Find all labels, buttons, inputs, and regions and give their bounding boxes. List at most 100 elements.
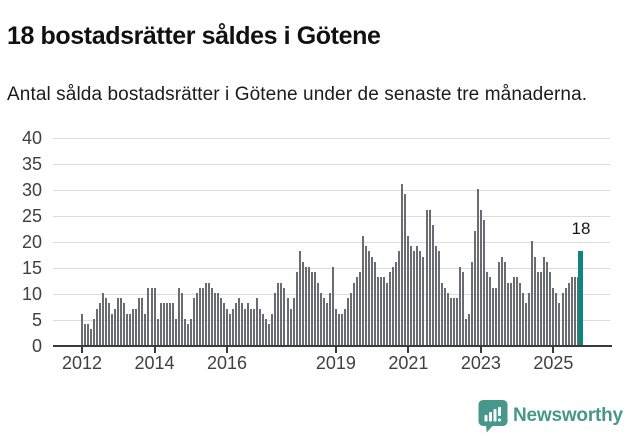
bar xyxy=(295,272,298,345)
bar xyxy=(256,298,259,345)
bar xyxy=(123,303,126,345)
bar xyxy=(349,293,352,345)
bar xyxy=(274,293,277,345)
bar xyxy=(464,319,467,345)
bar xyxy=(325,303,328,345)
bar xyxy=(516,277,519,345)
bar xyxy=(491,288,494,345)
bar xyxy=(374,262,377,345)
bar xyxy=(265,319,268,345)
bar xyxy=(513,277,516,345)
x-axis-line xyxy=(53,345,612,347)
y-axis-tick-label: 5 xyxy=(31,310,42,330)
bar xyxy=(461,272,464,345)
newsworthy-logo-text: Newsworthy xyxy=(513,405,623,426)
highlighted-bar xyxy=(578,251,584,345)
bar xyxy=(488,277,491,345)
bar xyxy=(573,277,576,345)
y-gridline xyxy=(53,216,610,217)
bar xyxy=(220,298,222,345)
bar xyxy=(419,251,422,345)
bar xyxy=(455,298,458,345)
bar xyxy=(467,314,470,345)
x-axis-tick xyxy=(334,347,337,353)
bar xyxy=(223,303,226,345)
bar xyxy=(292,298,295,345)
y-axis-tick-label: 40 xyxy=(21,128,42,148)
y-gridline xyxy=(53,138,610,139)
bar xyxy=(401,184,404,345)
bar xyxy=(410,246,413,345)
bar xyxy=(204,283,207,345)
bar xyxy=(229,314,232,345)
bar xyxy=(144,314,147,345)
x-axis-tick xyxy=(552,347,555,353)
bar xyxy=(84,324,87,345)
bar xyxy=(476,189,479,345)
bar xyxy=(141,298,144,345)
bar xyxy=(380,277,383,345)
bar xyxy=(452,298,455,345)
y-gridline xyxy=(53,294,610,295)
bar xyxy=(479,210,482,345)
bar xyxy=(322,298,325,345)
bar xyxy=(365,246,368,345)
y-axis-tick-label: 0 xyxy=(31,336,42,356)
bar xyxy=(504,262,507,345)
bar xyxy=(334,309,337,345)
x-axis-tick-label: 2021 xyxy=(388,353,429,373)
bar xyxy=(343,309,346,345)
bar xyxy=(528,293,531,345)
bar xyxy=(280,283,283,345)
bar xyxy=(253,309,256,345)
bar xyxy=(87,324,90,345)
bar xyxy=(210,288,213,345)
bar xyxy=(352,283,355,345)
bar xyxy=(507,283,510,345)
bar xyxy=(262,314,265,345)
bar xyxy=(485,272,488,345)
bar xyxy=(207,283,210,345)
bar xyxy=(159,303,162,345)
bar xyxy=(247,303,250,345)
y-axis-tick-label: 20 xyxy=(21,232,42,252)
bar xyxy=(567,283,570,345)
bar xyxy=(105,298,108,345)
bar xyxy=(319,293,322,345)
bar xyxy=(316,283,319,345)
newsworthy-logo[interactable]: Newsworthy xyxy=(478,399,623,433)
y-gridline xyxy=(53,320,610,321)
bar xyxy=(99,303,102,345)
last-value-annotation: 18 xyxy=(571,219,591,238)
bar xyxy=(389,272,392,345)
bar xyxy=(102,293,105,345)
bar xyxy=(238,298,241,345)
bar xyxy=(271,314,274,345)
bar xyxy=(313,272,316,345)
bar xyxy=(383,277,386,345)
bar xyxy=(495,288,497,345)
bar xyxy=(561,293,564,345)
bar xyxy=(165,303,168,345)
bar xyxy=(328,293,331,345)
bar xyxy=(340,314,343,345)
bar xyxy=(371,257,374,345)
bar xyxy=(108,303,111,345)
bar xyxy=(241,303,244,345)
y-axis-tick-label: 30 xyxy=(21,180,42,200)
bar xyxy=(356,277,358,345)
bar xyxy=(546,262,549,345)
bar xyxy=(413,251,416,345)
bar xyxy=(555,293,558,345)
bar xyxy=(501,257,504,345)
bar xyxy=(183,319,186,345)
bar xyxy=(132,309,135,345)
x-axis-tick-label: 2025 xyxy=(533,353,574,373)
bar xyxy=(81,314,83,345)
bar xyxy=(458,267,461,345)
y-axis-tick-label: 25 xyxy=(21,206,42,226)
bar xyxy=(126,314,129,345)
y-gridline xyxy=(53,242,610,243)
bar xyxy=(564,288,567,345)
